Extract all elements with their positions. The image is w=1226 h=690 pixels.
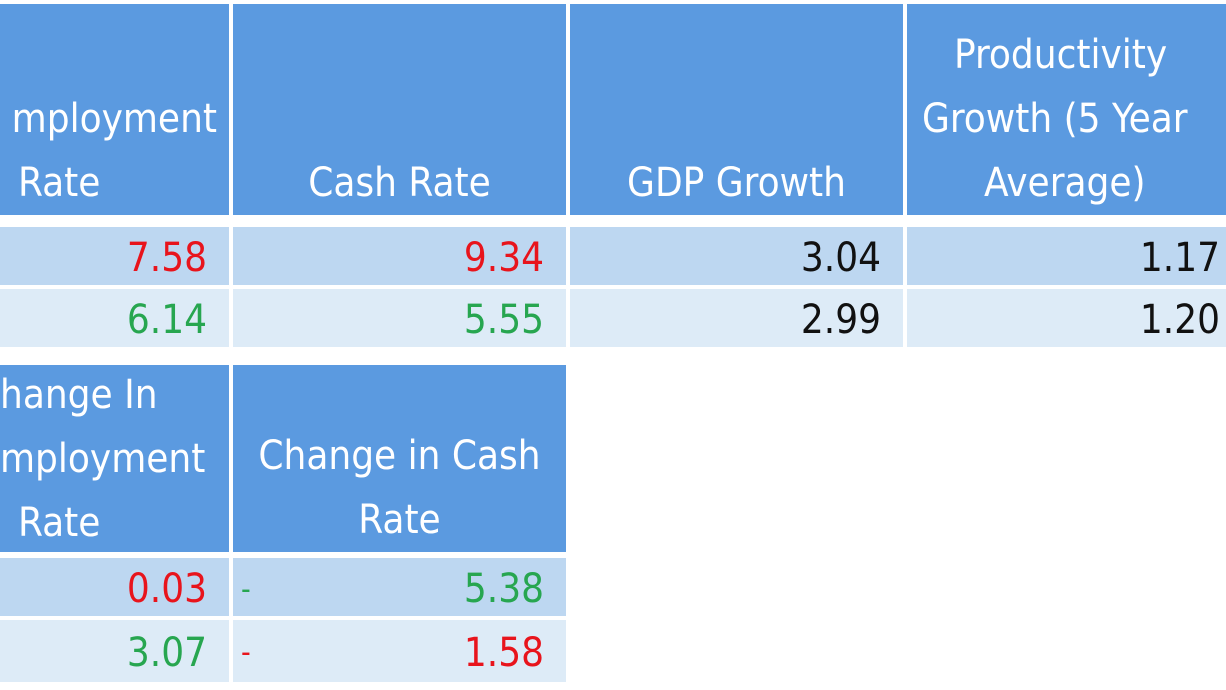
header-gdp-growth: GDP Growth (570, 4, 903, 215)
cell-cash-rate: 9.34 (233, 227, 566, 285)
header-line: Growth (5 Year (922, 96, 1188, 142)
header-line: mployment (0, 435, 206, 482)
cell-employment-rate: 7.58 (0, 227, 229, 285)
header-line: hange In (0, 371, 158, 418)
cell-change-in-employment-rate: 3.07 (0, 620, 229, 682)
header-line: Average) (984, 160, 1146, 206)
negative-sign: - (241, 572, 251, 607)
cell-employment-rate: 6.14 (0, 289, 229, 347)
cell-value: 1.58 (463, 630, 544, 676)
header-line: Cash Rate (308, 160, 491, 206)
cell-change-in-cash-rate: - 1.58 (233, 620, 566, 682)
header-line: Rate (18, 499, 101, 546)
header-line: Rate (358, 497, 441, 543)
cell-value: 5.38 (463, 566, 544, 612)
cell-gdp-growth: 2.99 (570, 289, 903, 347)
header-line: Productivity (954, 32, 1168, 78)
cell-productivity-growth: 1.17 (907, 227, 1226, 285)
cell-productivity-growth: 1.20 (907, 289, 1226, 347)
cell-cash-rate: 5.55 (233, 289, 566, 347)
header-change-in-cash-rate: Change in Cash Rate (233, 365, 566, 552)
header-line: Rate (18, 160, 101, 206)
header-change-in-employment-rate: hange In mployment Rate (0, 365, 229, 552)
header-line: mployment (11, 96, 217, 142)
cell-change-in-employment-rate: 0.03 (0, 558, 229, 616)
cell-gdp-growth: 3.04 (570, 227, 903, 285)
header-employment-rate: mployment Rate (0, 4, 229, 215)
negative-sign: - (241, 635, 251, 670)
header-productivity-growth: Productivity Growth (5 Year Average) (907, 4, 1226, 215)
cell-change-in-cash-rate: - 5.38 (233, 558, 566, 616)
header-line: GDP Growth (627, 160, 846, 206)
header-cash-rate: Cash Rate (233, 4, 566, 215)
header-line: Change in Cash (258, 433, 541, 479)
